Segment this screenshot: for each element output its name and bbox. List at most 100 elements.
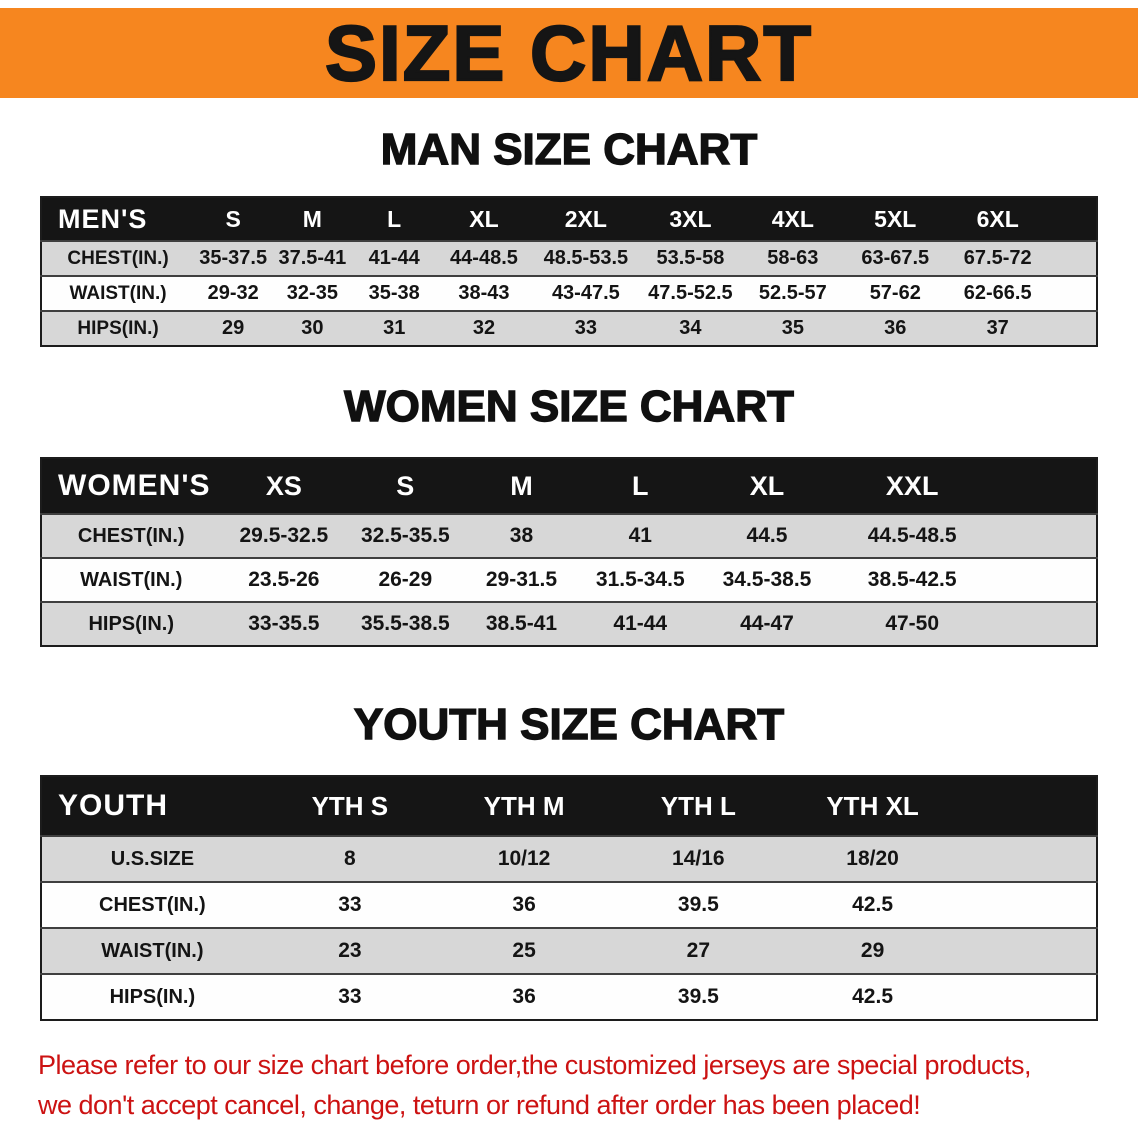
youth-ussize-row: U.S.SIZE 8 10/12 14/16 18/20 xyxy=(41,836,1097,882)
men-section-heading: MAN SIZE CHART xyxy=(380,125,758,174)
value-cell: 33 xyxy=(338,985,362,1008)
value-cell: 38.5-42.5 xyxy=(867,568,957,591)
value-cell: 32 xyxy=(472,317,496,339)
value-cell: 31.5-34.5 xyxy=(595,568,685,591)
womens-col-xs: XS xyxy=(220,458,348,514)
spacer-cell xyxy=(1049,197,1097,241)
men-section: MAN SIZE CHART MEN'S S M L XL 2XL 3XL 4X… xyxy=(0,125,1138,347)
womens-corner-header: WOMEN'S xyxy=(41,458,221,514)
womens-waist-row: WAIST(IN.) 23.5-26 26-29 29-31.5 31.5-34… xyxy=(41,558,1097,602)
value-cell: 37 xyxy=(986,317,1009,339)
women-section-heading: WOMEN SIZE CHART xyxy=(343,382,794,431)
mens-col-l: L xyxy=(352,197,436,241)
spacer-cell xyxy=(1049,241,1097,276)
value-cell: 14/16 xyxy=(672,847,725,870)
value-cell: 53.5-58 xyxy=(656,247,725,269)
value-cell: 33 xyxy=(574,317,597,339)
value-cell: 63-67.5 xyxy=(861,247,930,269)
value-cell: 44.5 xyxy=(746,524,788,547)
value-cell: 38-43 xyxy=(458,282,510,304)
value-cell: 62-66.5 xyxy=(963,282,1032,304)
womens-header-row: WOMEN'S XS S M L XL XXL xyxy=(41,458,1097,514)
mens-col-4xl: 4XL xyxy=(741,197,845,241)
value-cell: 58-63 xyxy=(767,247,819,269)
value-cell: 32-35 xyxy=(286,282,338,304)
mens-waist-row: WAIST(IN.) 29-32 32-35 35-38 38-43 43-47… xyxy=(41,276,1097,311)
value-cell: 36 xyxy=(512,893,536,916)
row-label-us-size: U.S.SIZE xyxy=(110,847,195,870)
value-cell: 67.5-72 xyxy=(963,247,1032,269)
womens-chest-row: CHEST(IN.) 29.5-32.5 32.5-35.5 38 41 44.… xyxy=(41,514,1097,558)
mens-col-2xl: 2XL xyxy=(532,197,640,241)
value-cell: 29 xyxy=(222,317,245,339)
value-cell: 29-32 xyxy=(207,282,259,304)
banner: SIZE CHART xyxy=(0,8,1138,98)
value-cell: 48.5-53.5 xyxy=(543,247,629,269)
mens-size-table: MEN'S S M L XL 2XL 3XL 4XL 5XL 6XL CHEST… xyxy=(40,196,1098,347)
value-cell: 43-47.5 xyxy=(551,282,620,304)
value-cell: 35 xyxy=(781,317,804,339)
value-cell: 31 xyxy=(383,317,406,339)
row-label-hips: HIPS(IN.) xyxy=(77,317,159,339)
value-cell: 26-29 xyxy=(378,568,433,591)
value-cell: 39.5 xyxy=(677,893,719,916)
youth-chest-row: CHEST(IN.) 33 36 39.5 42.5 xyxy=(41,882,1097,928)
value-cell: 33-35.5 xyxy=(248,612,320,635)
youth-header-row: YOUTH YTH S YTH M YTH L YTH XL xyxy=(41,776,1097,836)
value-cell: 33 xyxy=(338,893,362,916)
row-label-waist: WAIST(IN.) xyxy=(101,939,204,962)
youth-col-xl: YTH XL xyxy=(785,776,960,836)
value-cell: 38 xyxy=(509,524,534,547)
womens-size-table: WOMEN'S XS S M L XL XXL CHEST(IN.) 29.5-… xyxy=(40,457,1098,647)
womens-col-m: M xyxy=(463,458,580,514)
spacer-cell xyxy=(960,928,1097,974)
mens-col-xl: XL xyxy=(435,197,533,241)
youth-hips-row: HIPS(IN.) 33 36 39.5 42.5 xyxy=(41,974,1097,1020)
womens-col-l: L xyxy=(579,458,701,514)
value-cell: 57-62 xyxy=(869,282,921,304)
youth-size-table: YOUTH YTH S YTH M YTH L YTH XL U.S.SIZE … xyxy=(40,775,1098,1021)
value-cell: 38.5-41 xyxy=(485,612,558,635)
value-cell: 41-44 xyxy=(613,612,668,635)
value-cell: 36 xyxy=(884,317,907,339)
value-cell: 47.5-52.5 xyxy=(648,282,733,304)
value-cell: 18/20 xyxy=(846,847,899,870)
row-label-chest: CHEST(IN.) xyxy=(67,247,169,269)
disclaimer-line-1: Please refer to our size chart before or… xyxy=(38,1050,1032,1080)
spacer-cell xyxy=(960,836,1097,882)
value-cell: 29-31.5 xyxy=(485,568,558,591)
youth-section: YOUTH SIZE CHART YOUTH YTH S YTH M YTH L… xyxy=(0,700,1138,1021)
mens-chest-row: CHEST(IN.) 35-37.5 37.5-41 41-44 44-48.5… xyxy=(41,241,1097,276)
mens-hips-row: HIPS(IN.) 29 30 31 32 33 34 35 36 37 xyxy=(41,311,1097,346)
value-cell: 35.5-38.5 xyxy=(360,612,450,635)
spacer-cell xyxy=(1049,311,1097,346)
value-cell: 29 xyxy=(860,939,885,962)
value-cell: 44.5-48.5 xyxy=(867,524,957,547)
row-label-waist: WAIST(IN.) xyxy=(80,568,183,591)
row-label-chest: CHEST(IN.) xyxy=(99,893,206,916)
spacer-cell xyxy=(991,558,1097,602)
row-label-hips: HIPS(IN.) xyxy=(88,612,175,635)
value-cell: 41 xyxy=(628,524,652,547)
value-cell: 30 xyxy=(301,317,324,339)
spacer-cell xyxy=(991,458,1097,514)
value-cell: 10/12 xyxy=(497,847,551,870)
value-cell: 29.5-32.5 xyxy=(239,524,329,547)
youth-corner-header: YOUTH xyxy=(41,776,263,836)
value-cell: 25 xyxy=(512,939,536,962)
value-cell: 44-48.5 xyxy=(450,247,518,269)
mens-header-row: MEN'S S M L XL 2XL 3XL 4XL 5XL 6XL xyxy=(41,197,1097,241)
mens-corner-header: MEN'S xyxy=(41,197,195,241)
spacer-cell xyxy=(960,974,1097,1020)
value-cell: 34 xyxy=(679,317,702,339)
value-cell: 47-50 xyxy=(885,612,940,635)
value-cell: 52.5-57 xyxy=(758,282,827,304)
womens-hips-row: HIPS(IN.) 33-35.5 35.5-38.5 38.5-41 41-4… xyxy=(41,602,1097,646)
mens-col-s: S xyxy=(194,197,273,241)
spacer-cell xyxy=(991,602,1097,646)
value-cell: 42.5 xyxy=(852,893,893,916)
mens-col-5xl: 5XL xyxy=(844,197,946,241)
mens-col-3xl: 3XL xyxy=(639,197,742,241)
spacer-cell xyxy=(991,514,1097,558)
disclaimer-line-2: we don't accept cancel, change, teturn o… xyxy=(38,1090,921,1120)
